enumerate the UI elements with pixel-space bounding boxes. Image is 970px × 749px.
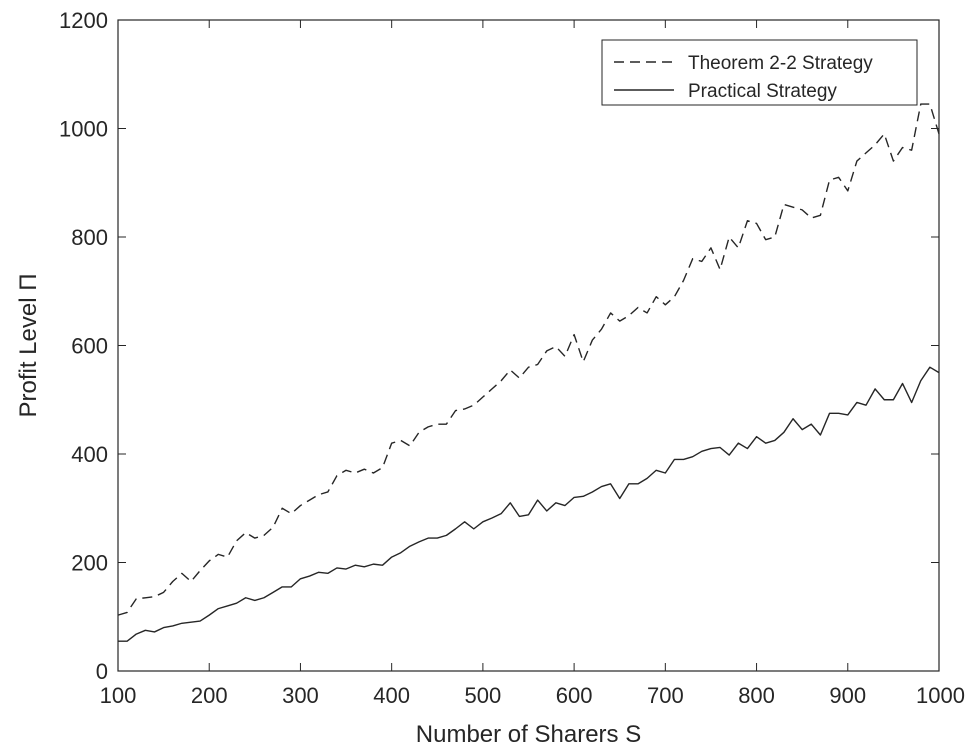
x-tick-label: 700: [647, 683, 684, 708]
y-tick-label: 200: [71, 551, 108, 576]
x-tick-label: 600: [556, 683, 593, 708]
x-tick-label: 1000: [916, 683, 965, 708]
legend-box: [601, 39, 918, 106]
y-axis-label: Profit Level Π: [15, 273, 42, 417]
ticks-layer: 100 200 300 400 500 600 700 800 900 1000 0 200 400 60…: [59, 8, 965, 708]
series-layer: [117, 103, 940, 642]
x-tick-label: 500: [465, 683, 502, 708]
x-axis-label: Number of Sharers S: [416, 721, 641, 748]
y-tick-label: 1200: [59, 8, 108, 33]
legend-label-theorem-strategy: Theorem 2-2 Strategy: [688, 53, 873, 74]
x-tick-label: 900: [829, 683, 866, 708]
x-tick-label: 100: [100, 683, 137, 708]
legend: Theorem 2-2 Strategy Practical Strategy: [601, 39, 918, 106]
x-tick-label: 800: [738, 683, 775, 708]
y-tick-label: 0: [96, 659, 108, 684]
y-tick-label: 600: [71, 334, 108, 359]
x-tick-label: 400: [373, 683, 410, 708]
y-tick-label: 400: [71, 442, 108, 467]
plot-area: [118, 20, 939, 671]
legend-label-practical-strategy: Practical Strategy: [688, 81, 837, 102]
y-tick-label: 800: [71, 225, 108, 250]
x-tick-label: 300: [282, 683, 319, 708]
series-line-1: [118, 366, 940, 642]
y-tick-label: 1000: [59, 117, 108, 142]
series-line-0: [117, 103, 940, 616]
x-tick-label: 200: [191, 683, 228, 708]
